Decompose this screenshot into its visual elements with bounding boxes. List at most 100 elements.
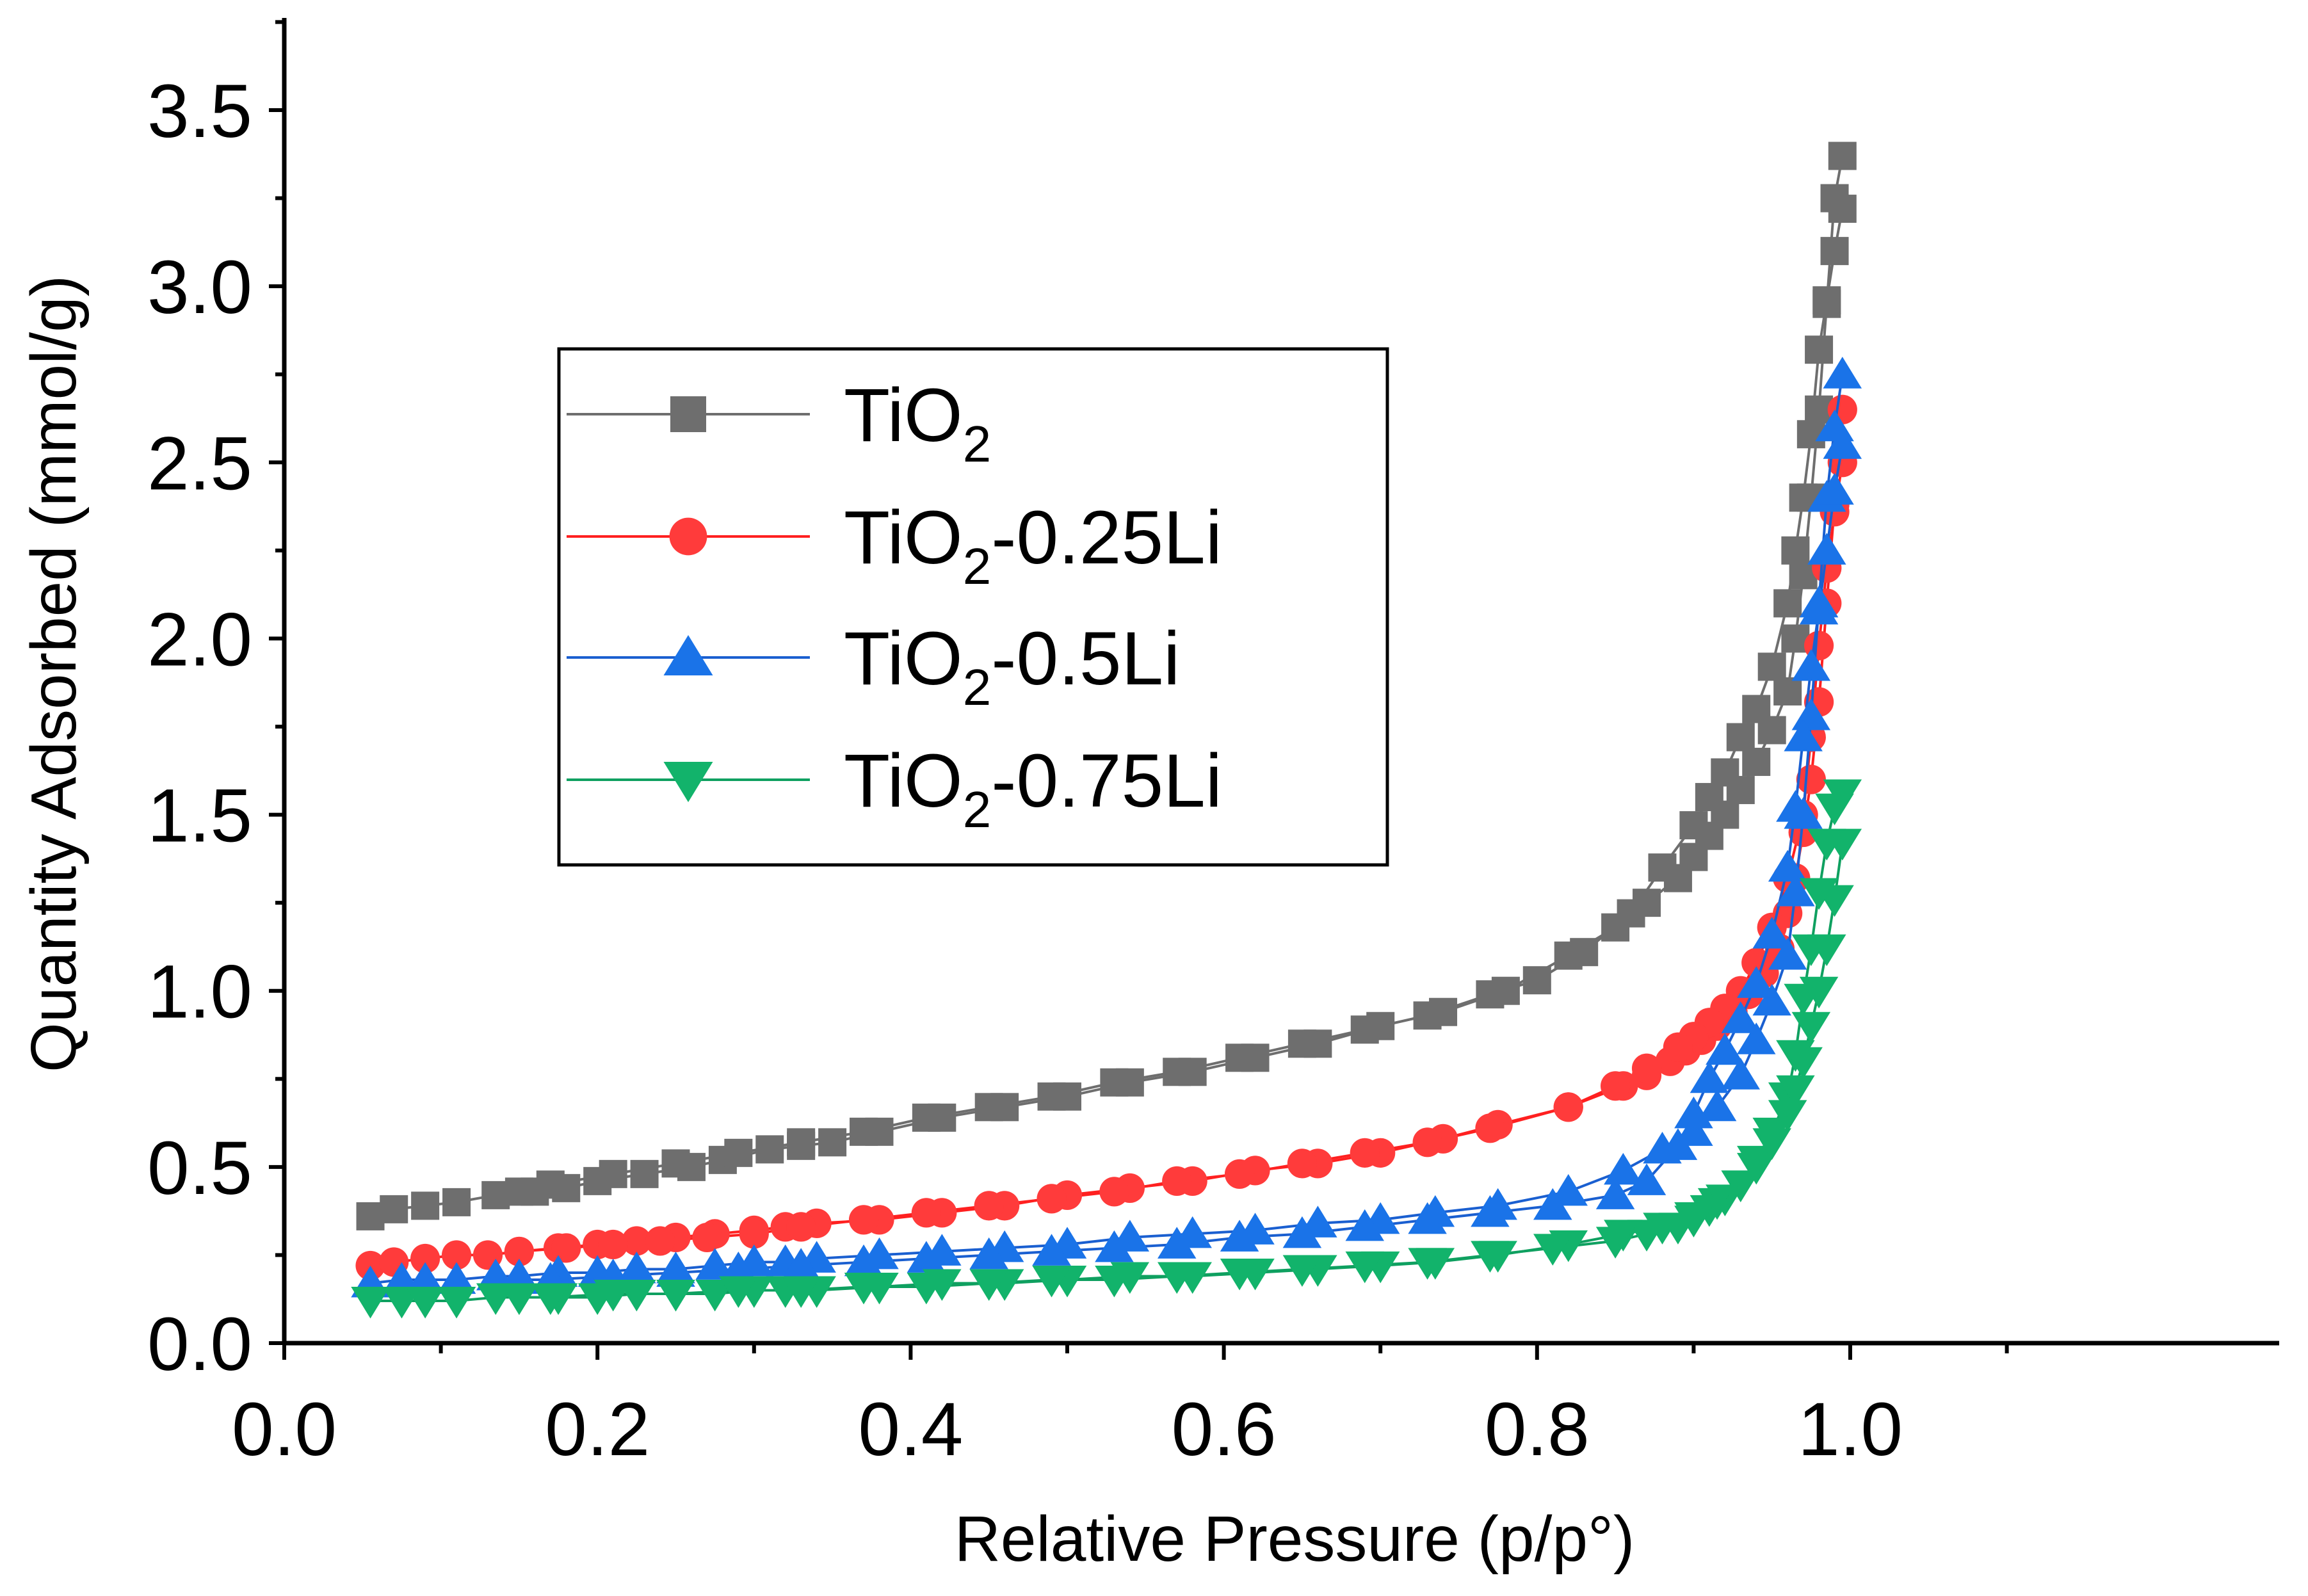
series-3-desorption-point [1627, 1220, 1666, 1252]
series-3-desorption-point [1791, 1012, 1831, 1044]
series-3-desorption-point [499, 1283, 539, 1315]
series-3-adsorption-point [695, 1279, 734, 1312]
series-1-desorption-point [1037, 1184, 1067, 1214]
series-0-adsorption-point [630, 1159, 659, 1188]
series-2-desorption-point [1220, 1220, 1259, 1252]
series-3-desorption-point [656, 1279, 695, 1312]
series-2-adsorption-point [1549, 1173, 1588, 1206]
series-2-desorption-point [844, 1244, 884, 1277]
series-0-desorption-point [661, 1149, 690, 1178]
series-2-desorption-point [907, 1241, 946, 1273]
series-3-desorption-point [1768, 1100, 1807, 1132]
series-2-desorption-point [1627, 1163, 1666, 1195]
series-2-desorption-point [1471, 1195, 1510, 1227]
series-2-adsorption-point [1768, 938, 1807, 970]
series-0-desorption-point [850, 1117, 878, 1146]
ticks-layer: 0.0 0.5 1.0 1.5 2.0 2.5 3.0 3.5 0.0 0.2 0.4 0.6 0.8 1… [147, 20, 2009, 1472]
series-1-desorption-point [1099, 1177, 1129, 1207]
series-0-desorption-point [1726, 723, 1755, 752]
series-0-adsorption-point [1773, 677, 1802, 705]
axes-layer [282, 18, 2279, 1346]
legend-marker [670, 396, 706, 432]
series-1-desorption-point [1601, 1071, 1631, 1101]
legend-item: TiO2-0.75Li [567, 739, 1222, 838]
series-3-desorption-point [1533, 1234, 1572, 1266]
series-0-adsorption-point [818, 1128, 847, 1157]
series-3-desorption-point [1815, 885, 1854, 917]
series-0-desorption-point [536, 1170, 565, 1199]
series-2-desorption-point [1533, 1188, 1572, 1220]
series-0-desorption-point [1350, 1015, 1379, 1044]
series-2-adsorption-point [437, 1262, 476, 1294]
series-2-adsorption-point [1823, 357, 1862, 389]
series-0-desorption-point [1679, 811, 1708, 840]
series-3-desorption-point [1823, 828, 1862, 861]
series-0 [356, 141, 1857, 1230]
x-tick-label: 0.0 [232, 1387, 337, 1472]
series-2-desorption-point [1157, 1227, 1197, 1259]
legend-label-subscript: 2 [963, 538, 992, 595]
legend-label-subscript: 2 [963, 415, 992, 472]
series-3-adsorption-point [351, 1286, 390, 1319]
x-tick-label: 1.0 [1798, 1387, 1903, 1472]
series-2-desorption-point [1799, 592, 1839, 625]
series-2-adsorption-point [405, 1262, 445, 1294]
series-2-adsorption-point [617, 1251, 656, 1284]
series-0-adsorption-point [481, 1181, 510, 1209]
legend-label-subscript: 2 [963, 781, 992, 838]
series-2-desorption-point [1736, 966, 1776, 998]
series-0-desorption-point [1812, 286, 1841, 315]
series-0-desorption-point [1648, 853, 1677, 882]
series-2-desorption-point [1032, 1234, 1071, 1266]
y-tick-label: 3.5 [147, 69, 252, 154]
series-1-desorption-point [1475, 1113, 1505, 1143]
series-1-desorption-point [1350, 1138, 1380, 1168]
x-tick-label: 0.8 [1485, 1387, 1590, 1472]
series-2 [351, 357, 1862, 1298]
series-1-desorption-point [786, 1212, 816, 1242]
series-2-desorption-point [1752, 917, 1791, 949]
series-1-desorption-point [1631, 1053, 1662, 1083]
series-3-desorption-point [531, 1283, 570, 1315]
series-0-adsorption-point [356, 1202, 385, 1230]
series-2-desorption-point [1690, 1061, 1729, 1093]
series-1-desorption-point [1162, 1166, 1192, 1196]
legend-label-suffix: -0.75Li [991, 739, 1222, 823]
series-0-adsorption-point [1742, 748, 1771, 777]
series-3-desorption-point [1807, 934, 1846, 967]
series-2-desorption-point [1658, 1128, 1698, 1160]
series-1-desorption-point [551, 1233, 581, 1263]
series-1-desorption-point [645, 1226, 675, 1256]
series-0-desorption-point [1522, 966, 1551, 995]
series-2-desorption-point [1345, 1209, 1384, 1241]
series-1-desorption-point [848, 1205, 879, 1235]
series-3-desorption-point [1658, 1213, 1698, 1245]
series-1-desorption-point [739, 1219, 769, 1249]
series-3-desorption-point [1799, 976, 1839, 1009]
series-2-adsorption-point [1604, 1152, 1643, 1185]
legend-marker [663, 762, 713, 802]
y-tick-label: 0.0 [147, 1302, 252, 1387]
legend-label-suffix: -0.5Li [991, 617, 1180, 701]
legend-label-main: TiO [844, 617, 963, 701]
series-3-desorption-point [844, 1272, 884, 1305]
legend-label-suffix: -0.25Li [991, 496, 1222, 580]
series-1-adsorption-point [441, 1240, 472, 1270]
series-3-desorption-point [719, 1276, 758, 1308]
series-2-desorption-point [1706, 1033, 1745, 1065]
series-2-desorption-point [1408, 1202, 1447, 1234]
series-1-desorption-point [1553, 1092, 1583, 1122]
series-2-desorption-point [656, 1255, 695, 1287]
series-0-desorption-point [1711, 758, 1739, 787]
series-0-desorption-point [1413, 1001, 1442, 1030]
series-0-desorption-point [1695, 783, 1723, 812]
series-3-desorption-point [1345, 1251, 1384, 1284]
series-2-adsorption-point [1674, 1114, 1713, 1146]
series-0-desorption-point [1820, 237, 1849, 266]
y-tick-label: 2.5 [147, 421, 252, 506]
series-3-desorption-point [1220, 1258, 1259, 1291]
series-3-desorption-point [593, 1279, 633, 1312]
series-3 [351, 779, 1862, 1319]
